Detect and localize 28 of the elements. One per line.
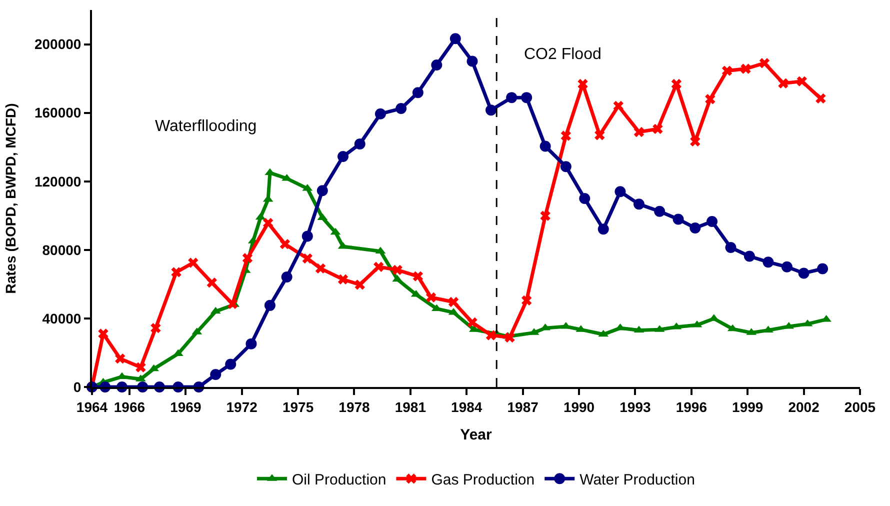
x-tick-label: 1972 — [226, 398, 258, 415]
y-tick-label: 160000 — [34, 104, 82, 121]
x-tick-label: 1966 — [114, 398, 146, 415]
y-tick-label: 40000 — [42, 310, 82, 326]
x-tick-label: 1981 — [394, 398, 426, 415]
y-axis-title: Rates (BOPD, BWPD, MCFD) — [2, 103, 19, 294]
x-tick-label: 1969 — [170, 398, 202, 415]
y-tick-label: 120000 — [34, 173, 82, 190]
annotation: CO2 Flood — [524, 46, 602, 63]
x-tick-label: 1999 — [732, 398, 764, 415]
x-tick-label: 2002 — [788, 398, 820, 415]
x-tick-label: 1987 — [507, 398, 539, 415]
legend-label: Water Production — [580, 472, 695, 488]
x-tick-label: 1990 — [563, 398, 595, 415]
x-tick-label: 1993 — [620, 398, 651, 415]
y-tick-label: 0 — [73, 378, 82, 395]
legend-label: Oil Production — [292, 472, 386, 488]
y-tick-label: 80000 — [42, 242, 82, 258]
x-tick-label: 1975 — [282, 398, 314, 415]
x-tick-label: 2005 — [844, 398, 876, 415]
x-axis-title: Year — [460, 426, 492, 444]
x-tick-label: 1978 — [338, 398, 370, 415]
x-tick-label: 1984 — [451, 398, 482, 415]
x-tick-label: 1996 — [676, 398, 708, 415]
x-tick-label: 1964 — [76, 398, 108, 415]
y-tick-label: 200000 — [34, 36, 82, 52]
annotation: Waterfllooding — [155, 118, 257, 135]
legend-label: Gas Production — [431, 472, 535, 488]
